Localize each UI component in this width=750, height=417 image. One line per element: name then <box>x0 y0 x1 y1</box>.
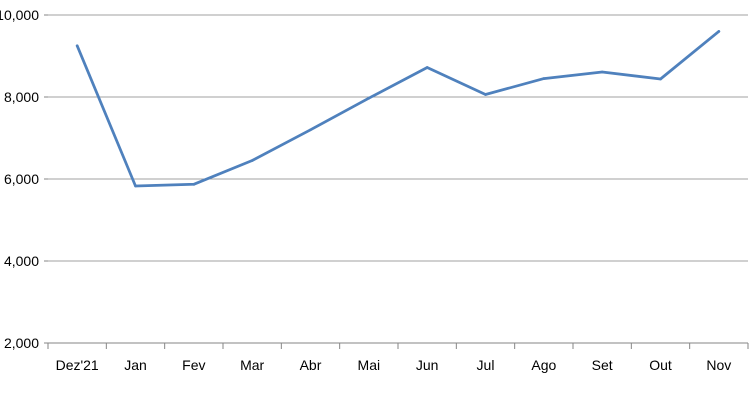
data-point <box>192 183 196 186</box>
y-tick-label: 8,000 <box>4 89 39 105</box>
data-point <box>600 70 604 74</box>
data-point <box>309 128 312 132</box>
gridlines <box>48 14 748 262</box>
data-point <box>75 44 79 48</box>
data-point <box>425 66 429 69</box>
data-point <box>367 96 371 100</box>
y-tick-label: 2,000 <box>4 335 39 351</box>
data-point <box>484 93 487 96</box>
x-axis-tick-labels: Dez'21 Jan Fev Mar Abr Mai Jun Jul Ago Set Out Nov <box>56 357 732 373</box>
series-lines <box>75 30 721 188</box>
series-line <box>75 30 721 188</box>
data-point <box>659 77 662 81</box>
data-point <box>717 30 721 33</box>
x-tick-label: Jan <box>124 357 147 373</box>
x-tick-label: Ago <box>531 357 556 373</box>
y-tick-label: 4,000 <box>4 253 39 269</box>
y-tick-label: 6,000 <box>4 171 39 187</box>
x-tick-label: Dez'21 <box>56 357 99 373</box>
x-axis <box>44 14 749 349</box>
x-tick-label: Mar <box>240 357 264 373</box>
x-tick-label: Jul <box>477 357 495 373</box>
y-axis-tick-labels: 2,000 4,000 6,000 8,000 10,000 <box>0 7 39 351</box>
data-point <box>250 159 254 162</box>
data-point <box>542 77 546 80</box>
x-tick-label: Set <box>592 357 613 373</box>
x-tick-label: Out <box>649 357 672 373</box>
x-tick-label: Fev <box>182 357 205 373</box>
x-tick-label: Abr <box>300 357 322 373</box>
x-tick-label: Nov <box>706 357 731 373</box>
y-tick-label: 10,000 <box>0 7 39 23</box>
x-tick-label: Jun <box>416 357 439 373</box>
data-point <box>134 184 137 188</box>
x-tick-label: Mai <box>358 357 381 373</box>
